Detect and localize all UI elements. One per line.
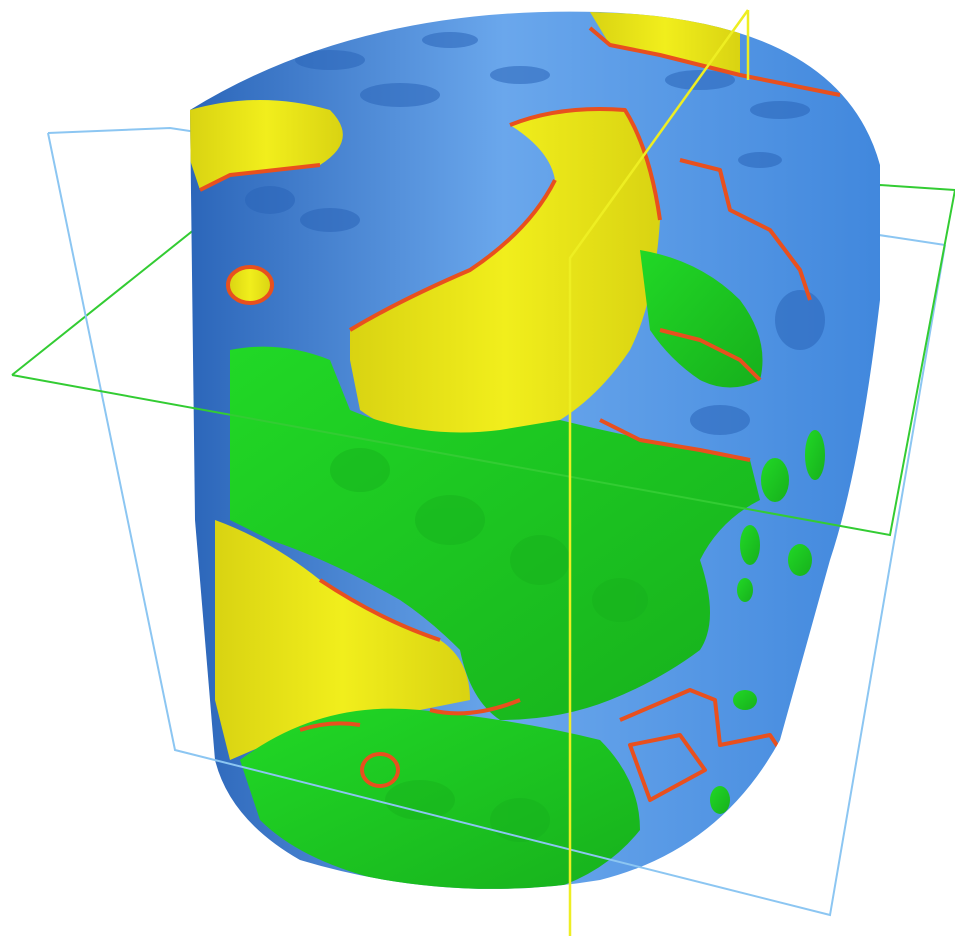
solid-phase-texture (245, 32, 825, 435)
slice-plane-yz (568, 9, 750, 936)
fluid-phase-a-region (215, 520, 470, 760)
interface-outlines (199, 26, 841, 802)
fluid-phase-a-region (350, 109, 660, 441)
fluid-phase-a-region (590, 12, 740, 75)
fluid-phase-a-island (228, 267, 272, 303)
cylinder-sample (190, 11, 880, 889)
fluid-phase-b-texture (330, 448, 648, 842)
fluid-phase-b-region (230, 346, 760, 720)
fluid-phase-a-region (190, 100, 343, 190)
fluid-phase-b-islands (710, 430, 825, 814)
fluid-phase-b-region (640, 250, 763, 388)
slice-plane-xz-front (47, 132, 946, 917)
slice-plane-xy-front (11, 189, 955, 537)
fluid-phase-b-region (240, 708, 640, 889)
